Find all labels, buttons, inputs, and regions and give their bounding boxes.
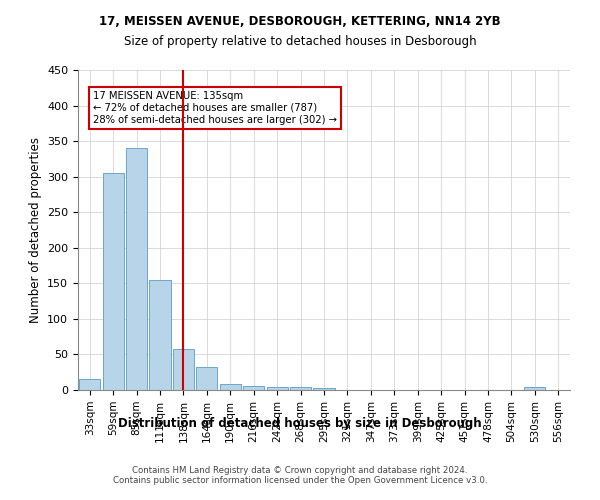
- Bar: [524, 387, 545, 390]
- Bar: [243, 386, 264, 390]
- Bar: [196, 366, 217, 390]
- Text: 17 MEISSEN AVENUE: 135sqm
← 72% of detached houses are smaller (787)
28% of semi: 17 MEISSEN AVENUE: 135sqm ← 72% of detac…: [93, 92, 337, 124]
- Y-axis label: Number of detached properties: Number of detached properties: [29, 137, 41, 323]
- Bar: [266, 387, 287, 390]
- Bar: [79, 380, 100, 390]
- Bar: [103, 173, 124, 390]
- Bar: [173, 350, 194, 390]
- Text: Distribution of detached houses by size in Desborough: Distribution of detached houses by size …: [118, 418, 482, 430]
- Bar: [290, 387, 311, 390]
- Bar: [126, 148, 147, 390]
- Bar: [313, 388, 335, 390]
- Bar: [149, 280, 170, 390]
- Text: Size of property relative to detached houses in Desborough: Size of property relative to detached ho…: [124, 35, 476, 48]
- Bar: [220, 384, 241, 390]
- Text: 17, MEISSEN AVENUE, DESBOROUGH, KETTERING, NN14 2YB: 17, MEISSEN AVENUE, DESBOROUGH, KETTERIN…: [99, 15, 501, 28]
- Text: Contains HM Land Registry data © Crown copyright and database right 2024.
Contai: Contains HM Land Registry data © Crown c…: [113, 466, 487, 485]
